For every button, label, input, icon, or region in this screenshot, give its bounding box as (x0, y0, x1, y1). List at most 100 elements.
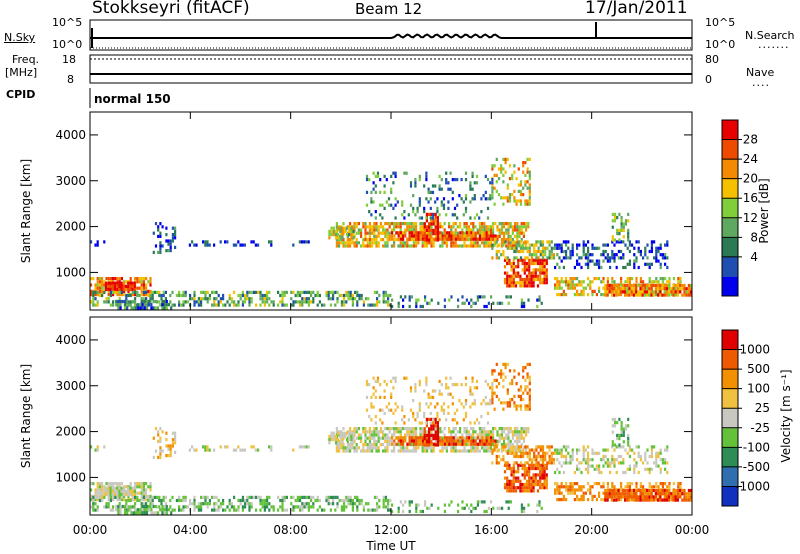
power-cell (522, 186, 525, 190)
velocity-cell (159, 452, 162, 456)
power-cell (526, 202, 529, 206)
velocity-cell (589, 491, 592, 495)
velocity-cell (489, 402, 492, 406)
power-cell (406, 225, 409, 229)
power-cell (573, 277, 576, 281)
power-cell (96, 280, 99, 284)
power-cell (493, 240, 496, 244)
power-cell (360, 231, 363, 235)
power-cell (613, 283, 616, 288)
power-cell (582, 243, 585, 247)
power-cell (350, 229, 353, 233)
velocity-cell (536, 473, 540, 477)
velocity-cell (490, 436, 493, 440)
velocity-cell (507, 446, 510, 450)
power-cell (365, 297, 368, 301)
velocity-cell (530, 458, 534, 462)
power-cell (395, 231, 398, 235)
power-cell (528, 281, 531, 285)
velocity-cell (365, 395, 369, 399)
velocity-cell (624, 448, 627, 452)
power-cell (637, 293, 640, 297)
beam-label: Beam 12 (355, 0, 423, 18)
velocity-cell (509, 427, 512, 431)
velocity-cell (159, 449, 162, 453)
velocity-cell (131, 489, 134, 493)
power-cell (637, 249, 640, 254)
power-cell (522, 241, 525, 245)
velocity-cell (421, 427, 424, 431)
velocity-cell (546, 451, 549, 455)
velocity-cell (425, 402, 428, 406)
power-cell (630, 290, 633, 294)
power-cell (657, 283, 660, 288)
power-cell (434, 212, 437, 216)
velocity-cell (492, 506, 495, 510)
velocity-cell (683, 488, 686, 493)
power-cell (506, 277, 509, 282)
power-cell (513, 256, 516, 260)
velocity-cell (635, 492, 638, 496)
power-cell (200, 290, 203, 294)
velocity-cell (655, 451, 658, 455)
power-cell (619, 287, 622, 291)
velocity-cell (387, 402, 391, 406)
power-cell (489, 241, 492, 245)
power-cell (497, 249, 501, 254)
velocity-cell (447, 405, 450, 409)
velocity-cell (618, 437, 621, 441)
velocity-cell (628, 482, 631, 486)
velocity-cell (348, 431, 351, 435)
velocity-cell (426, 449, 429, 453)
power-cell (522, 193, 525, 197)
power-cell (127, 303, 130, 307)
power-cell (402, 234, 405, 238)
power-cell (452, 231, 455, 235)
power-cell (560, 246, 563, 250)
velocity-cell (149, 494, 152, 498)
velocity-cell (373, 436, 376, 440)
velocity-cell (136, 498, 139, 503)
velocity-cell (178, 495, 181, 499)
velocity-cell (232, 448, 235, 452)
velocity-cell (587, 488, 590, 492)
power-cell (604, 287, 607, 291)
power-cell (421, 222, 424, 226)
power-cell (523, 261, 526, 266)
velocity-cell (536, 509, 539, 514)
velocity-cell (418, 379, 421, 383)
power-cell (491, 178, 494, 182)
power-cell (514, 284, 518, 288)
velocity-cell (580, 494, 583, 498)
power-cell (279, 293, 282, 298)
power-cell (526, 157, 529, 161)
velocity-cell (235, 448, 238, 452)
power-cell (329, 303, 332, 307)
power-cell (464, 171, 468, 175)
velocity-cell (635, 495, 638, 499)
power-cell (441, 231, 444, 235)
power-cell (505, 228, 508, 232)
power-cell (134, 300, 137, 304)
power-cell (491, 246, 494, 250)
power-cell (408, 222, 411, 226)
velocity-cell (565, 482, 568, 486)
power-cell (124, 288, 128, 292)
power-cell (502, 180, 505, 184)
velocity-cell (528, 486, 531, 490)
power-cell (648, 262, 651, 266)
power-cell (357, 228, 360, 232)
power-cell (213, 303, 216, 307)
power-cell (500, 241, 503, 245)
velocity-cell (443, 439, 446, 443)
velocity-cell (115, 504, 118, 509)
velocity-cell (633, 458, 636, 462)
velocity-cell (469, 389, 472, 393)
power-cell (389, 303, 392, 307)
velocity-cell (598, 470, 601, 475)
velocity-cell (664, 467, 667, 471)
velocity-cell (360, 436, 363, 440)
velocity-cell (510, 482, 513, 487)
velocity-cell (657, 488, 660, 493)
power-cell (632, 293, 635, 297)
